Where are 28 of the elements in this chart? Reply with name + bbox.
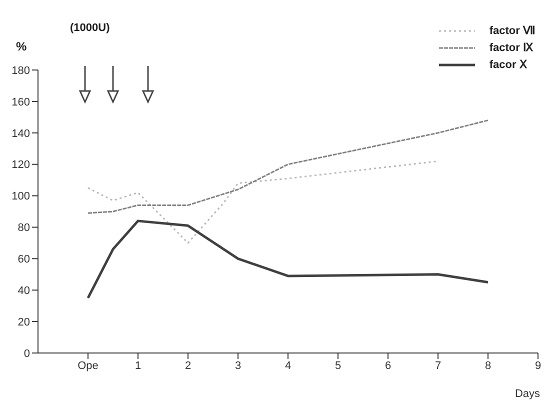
x-tick-label: 5	[334, 360, 342, 372]
y-tick-label: 100	[12, 190, 30, 203]
y-axis-title: %	[16, 40, 27, 54]
y-tick-label: 140	[12, 128, 30, 140]
x-tick-label: Ope	[78, 360, 98, 372]
y-tick-label: 80	[18, 222, 30, 234]
y-tick-label: 160	[12, 96, 30, 108]
x-tick-label: 3	[234, 360, 242, 372]
legend-label: facor Ⅹ	[489, 58, 528, 71]
y-tick-label: 120	[12, 159, 30, 172]
line-series	[87, 120, 489, 214]
y-tick-label: 40	[18, 285, 30, 298]
x-tick-label: 7	[434, 360, 442, 372]
x-tick-label: 9	[534, 360, 542, 372]
x-axis-title: Days	[514, 388, 540, 400]
y-tick-label: 0	[24, 348, 30, 360]
legend-label: factor Ⅶ	[489, 24, 535, 37]
x-tick-label: 8	[484, 360, 492, 372]
x-tick-label: 6	[384, 360, 392, 372]
y-tick-label: 60	[18, 254, 30, 266]
y-tick-label: 20	[18, 316, 30, 328]
x-tick-label: 4	[284, 360, 292, 372]
legend-label: factor Ⅸ	[489, 41, 533, 54]
x-tick-label: 2	[184, 360, 192, 372]
x-tick-label: 1	[134, 360, 142, 372]
text: (1000U)	[70, 22, 110, 34]
y-tick-label: 180	[12, 64, 30, 77]
line-series	[86, 220, 490, 300]
